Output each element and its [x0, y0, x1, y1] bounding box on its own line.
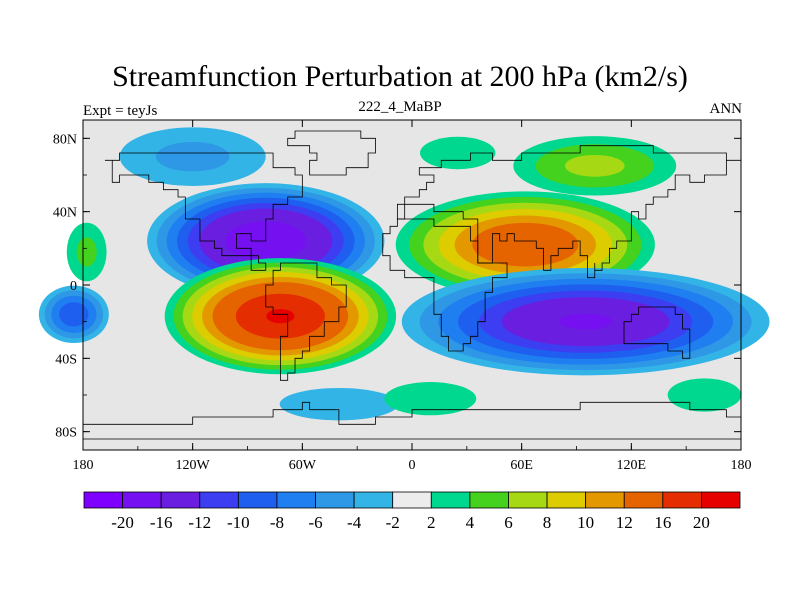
colorbar-label: -12	[188, 513, 211, 532]
continent-south-america	[265, 262, 347, 381]
colorbar-label: -10	[227, 513, 250, 532]
y-tick-label: 40N	[53, 206, 77, 221]
colorbar-swatch	[623, 491, 664, 509]
colorbar-swatch	[701, 491, 741, 509]
x-tick-label: 180	[731, 458, 752, 473]
feature-indian-south-negative	[401, 268, 770, 376]
feature-arctic-negative	[119, 127, 266, 186]
colorbar-label: 16	[654, 513, 671, 532]
x-tick-label: 120E	[617, 458, 647, 473]
contour-level	[279, 387, 399, 421]
colorbar-label: -6	[308, 513, 322, 532]
contour-level	[266, 309, 295, 324]
contour-level	[155, 141, 230, 172]
colorbar-swatch	[585, 491, 625, 509]
colorbar-swatch	[662, 491, 702, 509]
colorbar-swatch	[276, 491, 316, 509]
colorbar-label: 20	[693, 513, 710, 532]
colorbar-swatch	[430, 491, 471, 509]
colorbar-label: 6	[504, 513, 513, 532]
contour-level	[472, 222, 579, 267]
contour-level	[559, 313, 613, 330]
colorbar-swatch	[160, 491, 201, 509]
x-tick-label: 120W	[176, 458, 211, 473]
contour-level	[667, 378, 742, 412]
feature-pacific-south-positive	[164, 258, 397, 375]
y-tick-label: 0	[70, 279, 77, 294]
season-label: ANN	[709, 101, 743, 117]
continent-antarctica	[82, 401, 742, 440]
continent-australia	[623, 306, 691, 359]
colorbar-swatch	[508, 491, 548, 509]
feature-far-west-north-positive	[66, 222, 107, 282]
y-tick-label: 80N	[53, 132, 77, 147]
colorbar-label: -8	[270, 513, 284, 532]
colorbar-label: 8	[543, 513, 552, 532]
feature-europe-high-positive	[420, 136, 496, 170]
continent-eurasia	[396, 145, 741, 279]
feature-south-pacific-positive	[667, 378, 742, 412]
colorbar-swatch	[315, 491, 355, 509]
experiment-label: Expt = teyJs	[83, 103, 158, 119]
colorbar-swatch	[353, 491, 394, 509]
colorbar-swatch	[199, 491, 239, 509]
y-tick-label: 40S	[55, 352, 77, 367]
coastline	[82, 130, 742, 440]
continent-africa	[382, 218, 508, 352]
feature-far-west-south-negative	[38, 285, 109, 344]
contour-level	[564, 154, 625, 177]
colorbar-swatch	[546, 491, 587, 509]
y-tick-label: 80S	[55, 426, 77, 441]
feature-asia-north-positive	[513, 136, 677, 196]
feature-south-atlantic-positive	[384, 382, 477, 416]
colorbar-label: -2	[386, 513, 400, 532]
colorbar-swatch	[122, 491, 162, 509]
x-tick-label: 180	[73, 458, 94, 473]
contour-level	[76, 237, 97, 267]
contour-level	[59, 302, 89, 327]
x-tick-label: 60E	[510, 458, 533, 473]
colorbar-swatch	[469, 491, 509, 509]
case-label: 222_4_MaBP	[358, 99, 442, 115]
contour-level	[384, 382, 477, 416]
colorbar: -20 -16 -12 -10 -8 -6 -4 -2 2 4 6 8 10 12 16 20	[83, 491, 741, 532]
colorbar-label: 4	[466, 513, 475, 532]
contour-field	[38, 120, 770, 450]
contour-level	[420, 136, 496, 170]
x-tick-label: 0	[409, 458, 416, 473]
colorbar-label: -16	[150, 513, 173, 532]
map-axes: 180 120W 60W 0 60E 120E 180 80N 40N 0 40S 80S	[53, 120, 752, 473]
colorbar-swatch	[237, 491, 278, 509]
continent-north-america	[104, 152, 303, 271]
feature-south-ocean-negative	[279, 387, 399, 421]
colorbar-label: -20	[111, 513, 134, 532]
continent-greenland	[287, 130, 376, 176]
colorbar-swatch	[392, 491, 432, 509]
colorbar-swatch	[83, 491, 123, 509]
chart-title: Streamfunction Perturbation at 200 hPa (…	[112, 60, 688, 93]
colorbar-label: 2	[427, 513, 436, 532]
colorbar-label: -4	[347, 513, 362, 532]
colorbar-label: 12	[616, 513, 633, 532]
colorbar-label: 10	[577, 513, 594, 532]
x-tick-label: 60W	[289, 458, 317, 473]
